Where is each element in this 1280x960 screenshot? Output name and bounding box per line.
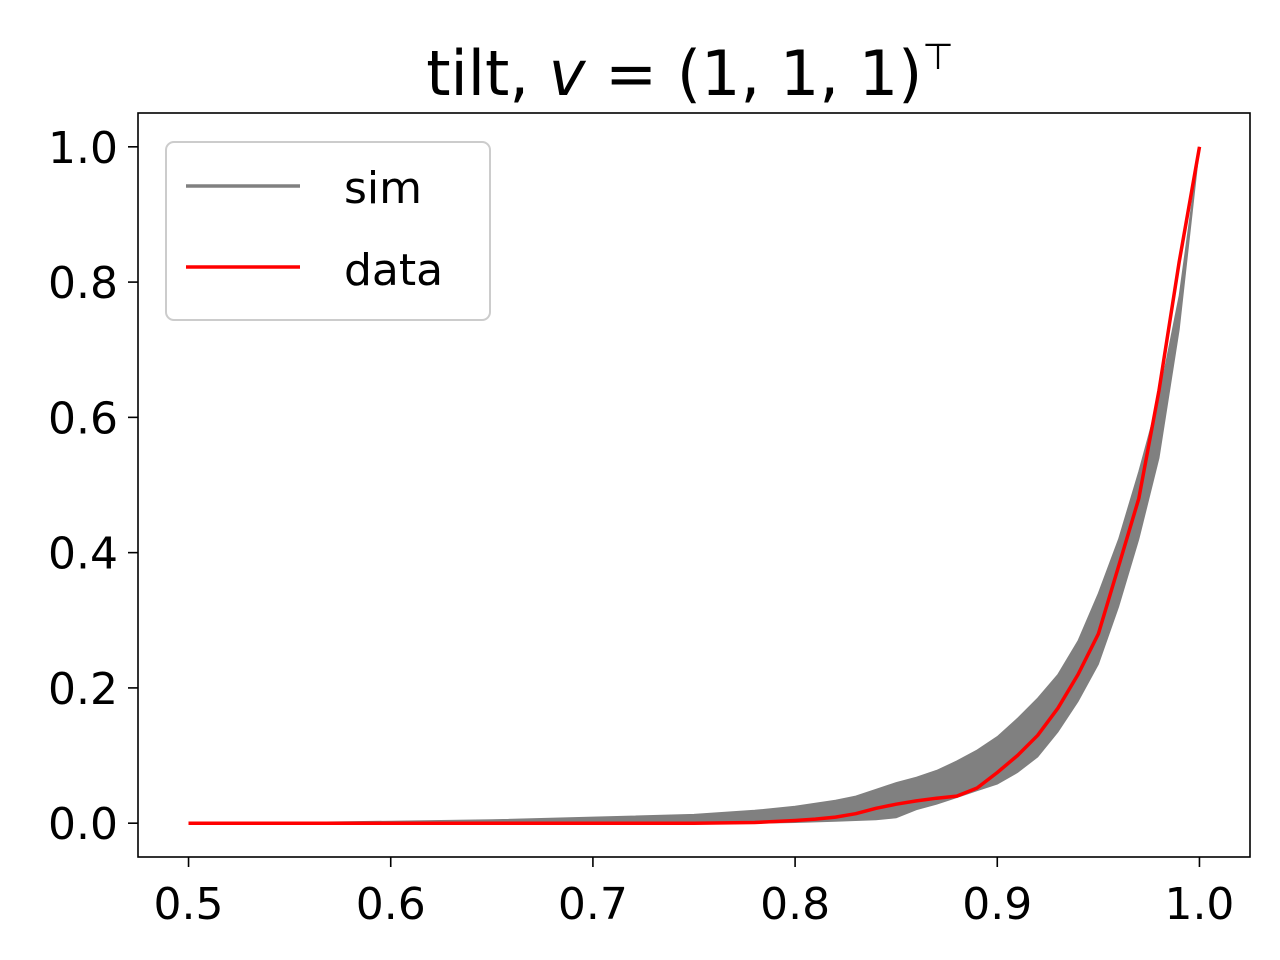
y-tick-label: 0.0 [48,799,118,850]
plot-area [188,146,1202,825]
y-tick-label: 0.8 [48,258,118,309]
y-tick-label: 0.4 [48,529,118,580]
x-tick-label: 0.9 [962,879,1032,930]
legend-sim-label: sim [344,163,422,214]
axes-frame [137,112,1251,858]
chart-title-sup: ⊤ [922,37,953,78]
y-tick-label: 0.6 [48,393,118,444]
x-tick-label: 0.7 [558,879,628,930]
chart-title-eq: = (1, 1, 1) [585,37,922,110]
axes: 0.5 0.6 0.7 0.8 0.9 1.0 0.0 0.2 0.4 0.6 0.8 1.0 [48,112,1251,930]
chart-title-prefix: tilt, [426,37,549,110]
x-tick-label: 0.5 [154,879,224,930]
chart-title-var: v [549,37,587,110]
legend-data-label: data [344,245,443,296]
x-tick-label: 0.6 [356,879,426,930]
y-tick-label: 0.2 [48,664,118,715]
x-tick-label: 1.0 [1164,879,1234,930]
chart-title: tilt, v = (1, 1, 1)⊤ [426,37,953,110]
series-data-line [188,146,1202,825]
y-tick-label: 1.0 [48,123,118,174]
legend: sim data [165,141,491,321]
x-tick-label: 0.8 [760,879,830,930]
